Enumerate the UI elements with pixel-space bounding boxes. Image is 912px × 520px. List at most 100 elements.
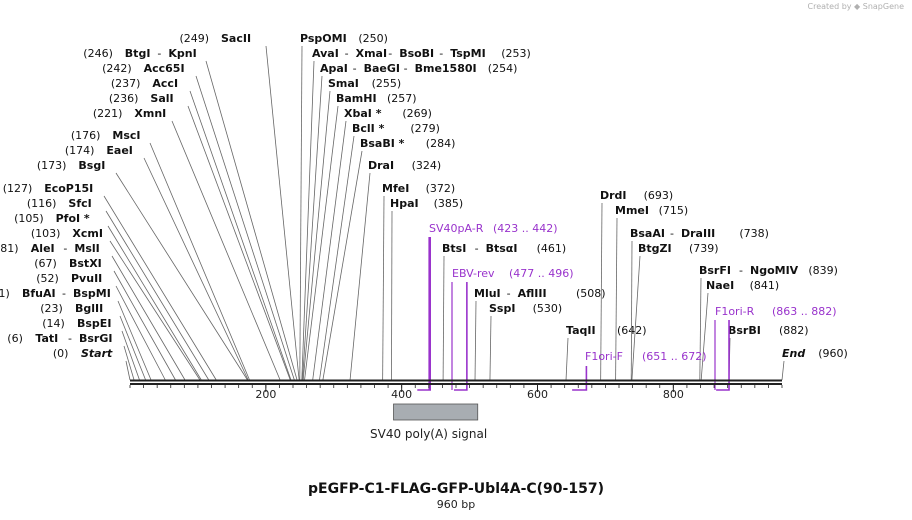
enzyme-separator: - [353,62,357,75]
enzyme-position: (103) [31,227,61,240]
enzyme-name: EaeI [106,144,132,157]
axis-tick-label: 200 [255,388,276,401]
site-connector [113,270,176,381]
enzyme-name: TaqII [566,324,596,337]
enzyme-position: (105) [14,212,44,225]
enzyme-position: (0) [53,347,69,360]
site-connector [143,157,249,381]
map-title: pEGFP-C1-FLAG-GFP-Ubl4A-C(90-157) [308,481,604,497]
site-connector [187,105,291,381]
enzyme-position: (31) [0,287,10,300]
enzyme-name: XbaI * [344,107,382,120]
site-connector [301,60,315,381]
enzyme-name: BsoBI [399,47,434,60]
enzyme-name: SalI [150,92,173,105]
enzyme-name: End [782,347,805,360]
site-connector [189,90,292,381]
enzyme-position: (23) [40,302,63,315]
enzyme-name: BtgI [125,47,151,60]
enzyme-name: BfuAI [22,287,56,300]
enzyme-name: AflIII [518,287,547,300]
enzyme-name: ApaI [320,62,348,75]
snapgene-credit: Created by ◆ SnapGene [807,2,905,11]
enzyme-separator: - [670,227,674,240]
enzyme-position: (127) [3,182,33,195]
enzyme-name: BsrFI [699,264,731,277]
site-connector [699,277,702,381]
enzyme-position: (249) [180,32,210,45]
sv40-polya-feature[interactable] [393,403,479,421]
enzyme-separator: - [507,287,511,300]
enzyme-position: (237) [111,77,141,90]
feature-label: SV40 poly(A) signal [370,427,488,441]
enzyme-name: MfeI [382,182,409,195]
primer-name: SV40pA-R [429,222,484,235]
enzyme-position: (176) [71,129,101,142]
enzyme-position: (253) [501,47,531,60]
site-connector [489,315,492,381]
enzyme-name: PfoI * [56,212,90,225]
enzyme-name: DraI [368,159,394,172]
enzyme-position: (738) [739,227,769,240]
enzyme-separator: - [739,264,743,277]
enzyme-position: (257) [387,92,417,105]
enzyme-name: BtsI [442,242,466,255]
enzyme-name: XmaI [356,47,387,60]
enzyme-position: (116) [27,197,57,210]
site-connector [205,60,298,381]
site-connector [391,210,393,381]
enzyme-name: MscI [112,129,140,142]
enzyme-position: (6) [7,332,23,345]
enzyme-name: Start [81,347,113,360]
enzyme-position: (250) [358,32,388,45]
enzyme-position: (715) [659,204,689,217]
enzyme-position: (960) [818,347,848,360]
enzyme-name: BsaAI [630,227,665,240]
enzyme-name: BsrBI [728,324,761,337]
enzyme-name: BsaBI * [360,137,405,150]
enzyme-position: (882) [779,324,809,337]
site-connector [312,120,347,381]
enzyme-separator: - [345,47,349,60]
enzyme-position: (739) [689,242,719,255]
enzyme-name: DrdI [600,189,627,202]
enzyme-position: (52) [36,272,59,285]
enzyme-name: AvaI [312,47,339,60]
site-connector [630,240,633,381]
site-connector [115,172,248,381]
enzyme-name: BtsαI [486,242,518,255]
enzyme-position: (461) [537,242,567,255]
enzyme-position: (841) [750,279,780,292]
site-connector [149,142,250,381]
site-connector [103,195,217,381]
site-connector [117,300,152,381]
site-connector [265,45,300,381]
enzyme-position: (173) [37,159,67,172]
enzyme-separator: - [63,242,67,255]
site-connector [302,75,323,381]
primer-arrow [572,366,588,391]
site-connector [322,150,363,381]
enzyme-name: XcmI [72,227,103,240]
enzyme-name: BaeGI [364,62,400,75]
axis-tick-label: 400 [391,388,412,401]
enzyme-name: SacII [221,32,251,45]
enzyme-separator: - [475,242,479,255]
enzyme-name: BamHI [336,92,377,105]
enzyme-name: MluI [474,287,501,300]
enzyme-position: (174) [65,144,95,157]
enzyme-position: (236) [109,92,139,105]
enzyme-name: BglII [75,302,103,315]
enzyme-name: BstXI [69,257,102,270]
enzyme-position: (279) [410,122,440,135]
site-connector [600,202,603,381]
site-connector [700,292,709,381]
site-connector [171,120,281,381]
site-connector [319,135,355,381]
primer-range: (477 .. 496) [509,267,574,280]
enzyme-name: EcoP15I [44,182,93,195]
enzyme-name: TatI [35,332,58,345]
site-connector [105,210,210,381]
enzyme-separator: - [388,47,392,60]
